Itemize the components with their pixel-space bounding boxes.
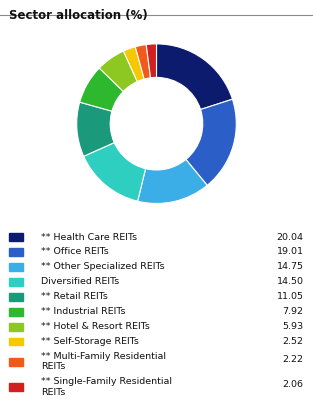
Bar (9, 293, 23, 301)
Bar (9, 323, 23, 330)
Text: ** Retail REITs: ** Retail REITs (41, 292, 108, 301)
Text: 2.22: 2.22 (283, 355, 304, 363)
Text: 11.05: 11.05 (277, 292, 304, 301)
Text: ** Single-Family Residential
REITs: ** Single-Family Residential REITs (41, 377, 172, 397)
Wedge shape (135, 45, 151, 79)
Text: ** Hotel & Resort REITs: ** Hotel & Resort REITs (41, 322, 150, 331)
Wedge shape (156, 44, 233, 109)
Wedge shape (80, 68, 123, 111)
Bar (9, 308, 23, 316)
Bar (9, 278, 23, 286)
Text: 20.04: 20.04 (277, 233, 304, 241)
Text: 14.50: 14.50 (277, 277, 304, 286)
Text: 7.92: 7.92 (283, 307, 304, 316)
Wedge shape (138, 160, 207, 203)
Text: ** Multi-Family Residential
REITs: ** Multi-Family Residential REITs (41, 352, 166, 371)
Wedge shape (77, 102, 114, 156)
Text: Diversified REITs: Diversified REITs (41, 277, 119, 286)
Wedge shape (99, 51, 137, 91)
Text: 2.52: 2.52 (283, 337, 304, 346)
Text: ** Office REITs: ** Office REITs (41, 247, 108, 257)
Text: 2.06: 2.06 (283, 380, 304, 389)
Text: ** Health Care REITs: ** Health Care REITs (41, 233, 137, 241)
Wedge shape (84, 142, 146, 201)
Bar (9, 248, 23, 256)
Text: ** Self-Storage REITs: ** Self-Storage REITs (41, 337, 139, 346)
Text: 19.01: 19.01 (277, 247, 304, 257)
Text: ** Other Specialized REITs: ** Other Specialized REITs (41, 263, 164, 271)
Text: 14.75: 14.75 (277, 263, 304, 271)
Text: ** Industrial REITs: ** Industrial REITs (41, 307, 125, 316)
Text: Sector allocation (%): Sector allocation (%) (9, 9, 148, 22)
Wedge shape (186, 99, 236, 186)
Text: 5.93: 5.93 (283, 322, 304, 331)
Bar (9, 263, 23, 271)
Bar (9, 233, 23, 241)
Bar (9, 383, 23, 391)
Wedge shape (123, 47, 144, 81)
Bar (9, 358, 23, 365)
Bar (9, 338, 23, 346)
Wedge shape (146, 44, 156, 78)
